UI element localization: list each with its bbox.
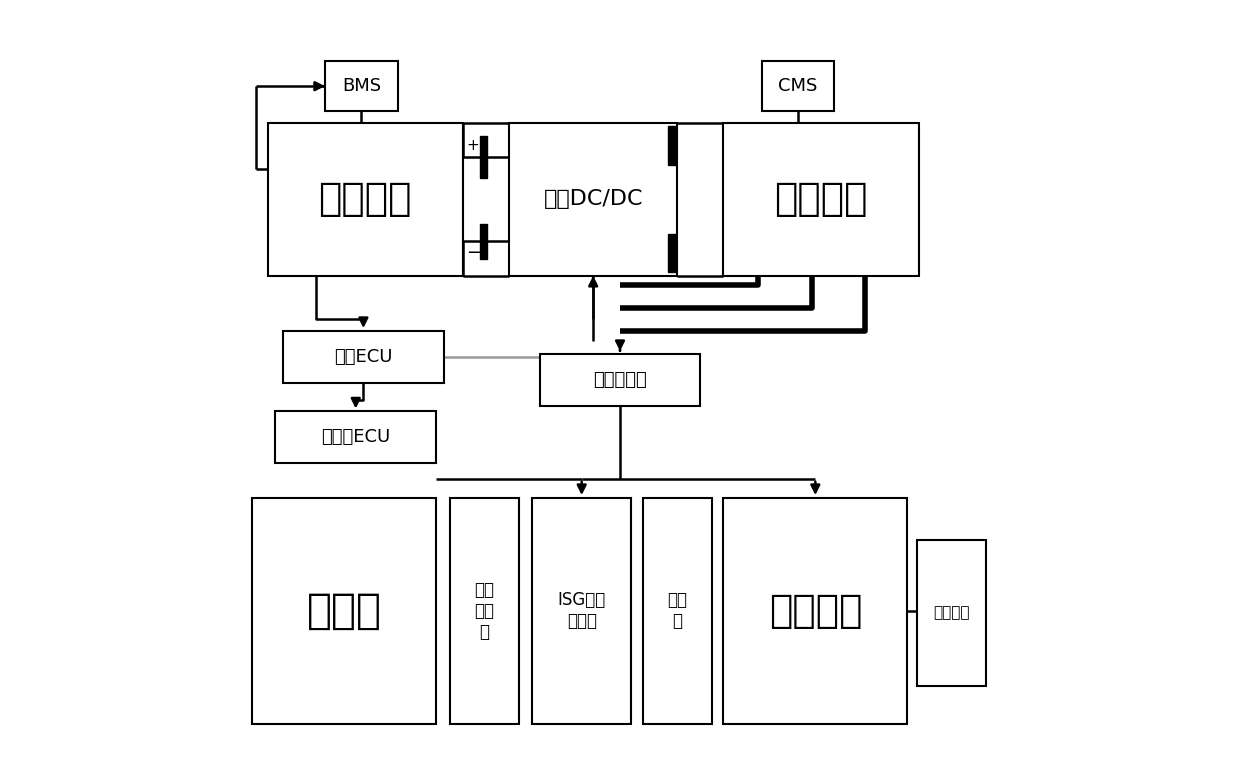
Text: BMS: BMS [342, 77, 381, 95]
Text: −: − [466, 244, 481, 262]
Text: +: + [466, 138, 479, 153]
Bar [480, 136, 487, 178]
Text: 驱动电机: 驱动电机 [769, 592, 862, 630]
Bar [450, 498, 518, 724]
Bar [761, 61, 835, 111]
Bar [918, 540, 986, 686]
Text: 电机控制器: 电机控制器 [593, 371, 647, 389]
Text: 发动机: 发动机 [306, 590, 382, 632]
Bar [668, 234, 676, 272]
Bar [508, 123, 677, 276]
Text: 离合
器: 离合 器 [667, 591, 687, 630]
Bar [252, 498, 436, 724]
Bar [539, 354, 701, 406]
Text: 动力电池: 动力电池 [319, 180, 412, 218]
Text: 常闭
离合
器: 常闭 离合 器 [475, 581, 495, 640]
Text: ISG（发
电机）: ISG（发 电机） [558, 591, 606, 630]
Bar [644, 498, 712, 724]
Bar [325, 61, 398, 111]
Bar [480, 224, 487, 259]
Text: 整车ECU: 整车ECU [334, 348, 393, 366]
Bar [668, 126, 676, 165]
Text: 超级电容: 超级电容 [774, 180, 868, 218]
Bar [723, 123, 919, 276]
Text: 传动系统: 传动系统 [934, 605, 970, 620]
Bar [532, 498, 631, 724]
Bar [283, 331, 444, 383]
Bar [275, 411, 436, 463]
Text: CMS: CMS [779, 77, 818, 95]
Text: 双向DC/DC: 双向DC/DC [543, 189, 644, 209]
Text: 发动机ECU: 发动机ECU [321, 428, 391, 447]
Bar [268, 123, 463, 276]
Bar [723, 498, 908, 724]
